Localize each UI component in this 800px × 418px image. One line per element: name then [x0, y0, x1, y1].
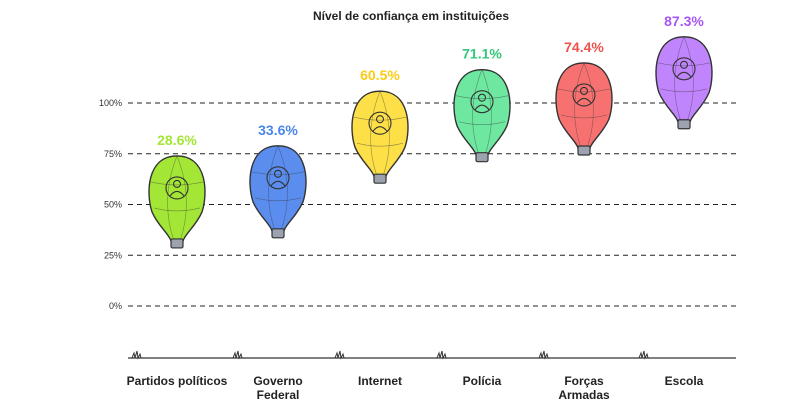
balloon-basket — [373, 173, 387, 184]
gore-line — [356, 142, 404, 147]
y-tick-label: 25% — [104, 250, 122, 260]
value-label: 74.4% — [564, 39, 604, 55]
grid-lines — [128, 102, 736, 307]
gore-line — [167, 155, 178, 242]
balloon-5: 87.3% — [655, 13, 713, 130]
category-label: Escola — [665, 374, 704, 388]
value-label: 87.3% — [664, 13, 704, 29]
category-label: Internet — [358, 374, 402, 388]
balloon-3: 71.1% — [453, 46, 511, 163]
balloons: 28.6% 33.6% 60.5% 71.1% 74.4% 87.3% — [148, 13, 713, 249]
gore-line — [251, 171, 305, 176]
value-label: 33.6% — [258, 122, 298, 138]
y-tick-label: 0% — [109, 301, 122, 311]
gore-line — [268, 145, 279, 231]
gore-line — [674, 36, 685, 122]
gore-line — [150, 181, 204, 186]
person-bust-icon — [266, 166, 290, 190]
y-tick-label: 75% — [104, 149, 122, 159]
grass-tuft — [436, 350, 447, 360]
category-label: Federal — [257, 388, 300, 402]
gore-line — [277, 145, 288, 231]
category-label: Polícia — [463, 374, 502, 388]
category-label: Armadas — [558, 388, 610, 402]
grass-tuft — [232, 350, 243, 360]
gore-line — [583, 62, 594, 149]
value-label: 60.5% — [360, 67, 400, 83]
category-label: Governo — [253, 374, 302, 388]
gore-line — [657, 62, 711, 67]
gore-line — [379, 91, 390, 177]
gore-line — [683, 36, 694, 122]
gore-line — [560, 114, 608, 119]
balloon-2: 60.5% — [351, 67, 409, 184]
podium-speaker-icon — [165, 176, 189, 200]
gore-line — [557, 88, 611, 93]
balloon-basket — [271, 228, 285, 239]
grass-tuft — [334, 350, 345, 360]
gore-line — [254, 197, 302, 202]
ground-line — [128, 350, 736, 360]
balloon-basket — [577, 145, 591, 156]
gore-line — [458, 121, 506, 125]
gore-line — [472, 69, 483, 155]
gore-line — [574, 62, 585, 149]
balloon-basket — [475, 152, 489, 163]
gore-line — [660, 88, 708, 93]
y-tick-label: 50% — [104, 200, 122, 210]
balloon-0: 28.6% — [148, 132, 206, 249]
gore-line — [176, 155, 187, 242]
balloon-1: 33.6% — [249, 122, 307, 239]
balloon-basket — [170, 238, 184, 249]
balloon-4: 74.4% — [555, 39, 613, 156]
grass-tuft — [131, 350, 142, 360]
gore-line — [481, 69, 492, 155]
chart-title: Nível de confiança em instituições — [313, 9, 509, 23]
gore-line — [353, 116, 407, 121]
gore-line — [455, 95, 509, 99]
police-officer-icon — [470, 90, 494, 114]
gore-line — [370, 91, 381, 177]
graduation-cap-pencil-icon — [672, 57, 696, 81]
value-label: 71.1% — [462, 46, 502, 62]
y-axis-ticks: 0% 25% 50% 75% 100% — [99, 98, 122, 311]
soldier-sandbags-icon — [572, 83, 596, 107]
category-label: Partidos políticos — [127, 374, 228, 388]
y-tick-label: 100% — [99, 98, 122, 108]
value-label: 28.6% — [157, 132, 197, 148]
balloon-basket — [677, 119, 691, 130]
gore-line — [153, 207, 201, 212]
grass-tuft — [638, 350, 649, 360]
category-label: Forças — [564, 374, 604, 388]
www-globe-icon — [368, 111, 392, 135]
grass-tuft — [538, 350, 549, 360]
